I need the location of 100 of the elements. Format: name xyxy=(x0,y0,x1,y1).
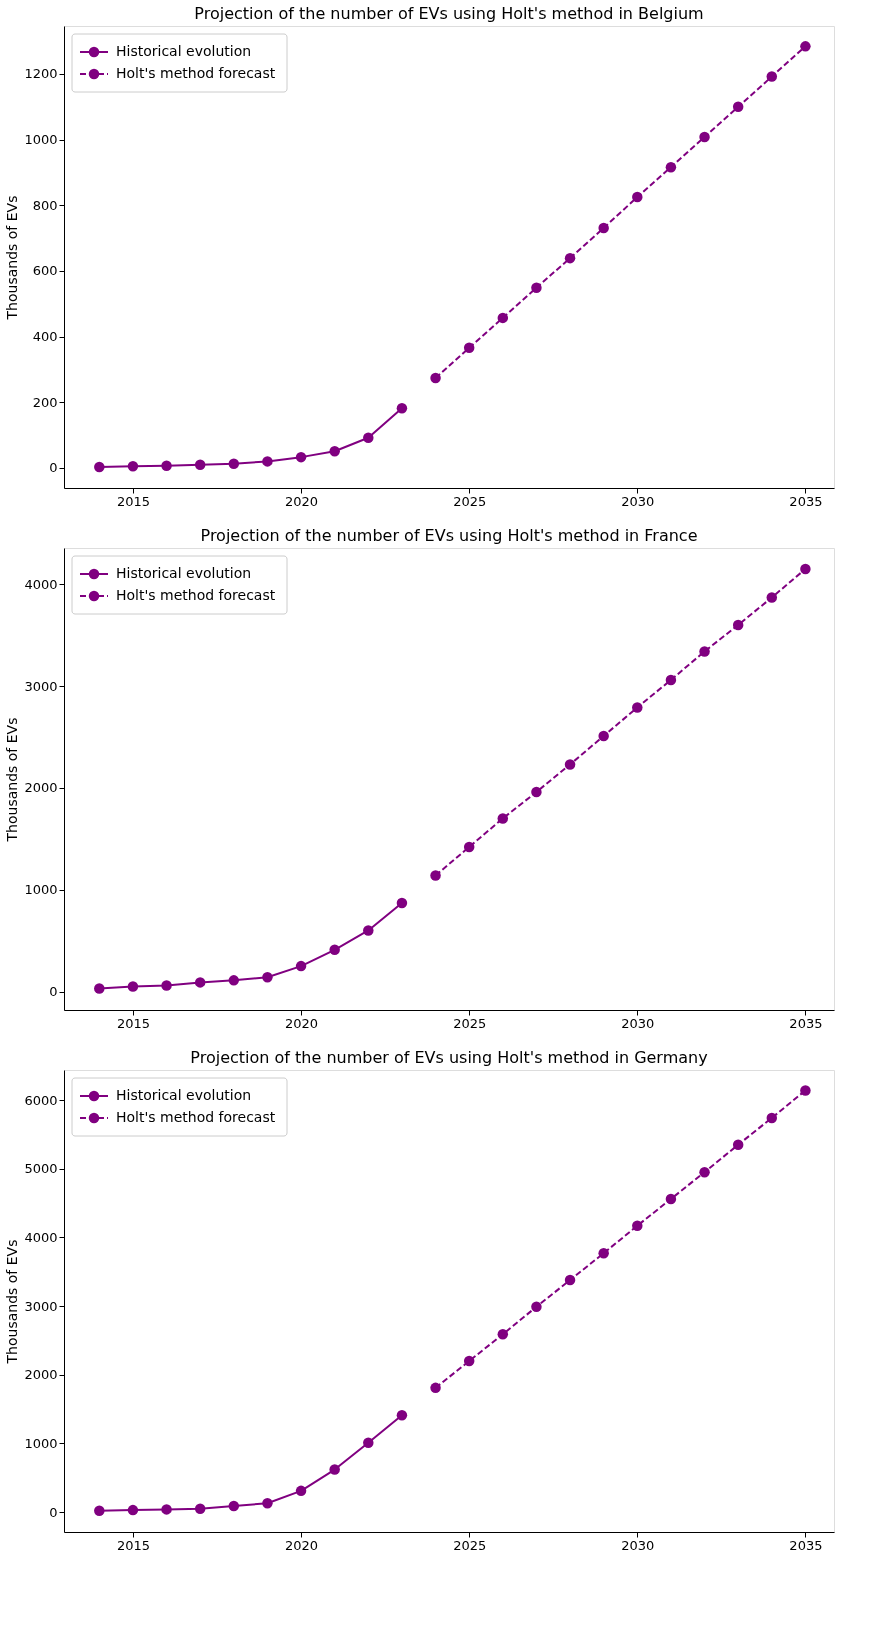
point xyxy=(632,1220,643,1231)
point xyxy=(363,432,374,443)
point xyxy=(329,1464,340,1475)
chart-title: Projection of the number of EVs using Holt's method in Germany xyxy=(190,1048,708,1067)
chart-title: Projection of the number of EVs using Holt's method in Belgium xyxy=(194,4,704,23)
y-tick-label: 200 xyxy=(32,394,58,410)
point xyxy=(194,459,206,470)
y-tick-label: 4000 xyxy=(24,1229,58,1245)
point xyxy=(699,1166,710,1178)
y-axis-title: Thousands of EVs xyxy=(4,1239,21,1365)
legend-label: Historical evolution xyxy=(116,1087,252,1103)
x-tick-label: 2020 xyxy=(285,1015,319,1031)
point xyxy=(732,101,744,113)
y-tick-label: 2000 xyxy=(24,780,58,796)
point xyxy=(262,972,273,983)
y-tick-label: 2000 xyxy=(24,1367,58,1383)
point xyxy=(396,1410,408,1421)
y-tick-label: 1000 xyxy=(24,132,58,148)
point xyxy=(732,1139,744,1150)
x-tick-label: 2020 xyxy=(285,1537,319,1553)
point xyxy=(800,41,811,52)
legend-label: Historical evolution xyxy=(116,43,252,59)
point xyxy=(161,980,172,991)
legend-label: Historical evolution xyxy=(116,565,252,581)
point xyxy=(800,1085,811,1096)
x-tick-label: 2020 xyxy=(285,493,319,509)
y-tick-label: 0 xyxy=(49,1504,58,1520)
point xyxy=(665,161,677,173)
y-tick-label: 1000 xyxy=(24,882,58,898)
point xyxy=(127,461,139,472)
point xyxy=(463,841,475,853)
point xyxy=(430,1382,441,1394)
point xyxy=(363,925,374,936)
point xyxy=(531,282,542,293)
point xyxy=(699,131,710,143)
point xyxy=(531,786,542,798)
x-tick-label: 2035 xyxy=(789,493,823,509)
legend-label: Holt's method forecast xyxy=(116,1109,276,1125)
x-tick-label: 2025 xyxy=(453,1537,487,1553)
point xyxy=(262,1497,273,1509)
point xyxy=(396,402,408,414)
y-tick-label: 3000 xyxy=(24,678,58,694)
point xyxy=(94,461,105,473)
point xyxy=(295,451,307,463)
point xyxy=(665,674,677,686)
legend-label: Holt's method forecast xyxy=(116,65,276,81)
point xyxy=(127,1504,139,1516)
point xyxy=(329,445,340,457)
point xyxy=(161,460,172,471)
point xyxy=(262,456,273,467)
point xyxy=(295,1485,307,1497)
point xyxy=(295,960,307,972)
y-tick-label: 0 xyxy=(49,460,58,476)
point xyxy=(463,1355,475,1367)
y-tick-label: 4000 xyxy=(24,576,58,592)
y-tick-label: 1000 xyxy=(24,1435,58,1451)
point xyxy=(396,897,408,909)
y-tick-label: 0 xyxy=(49,984,58,1000)
point xyxy=(766,592,778,603)
y-tick-label: 5000 xyxy=(24,1161,58,1177)
x-tick-label: 2035 xyxy=(789,1537,823,1553)
x-tick-label: 2015 xyxy=(116,493,150,509)
point xyxy=(94,983,105,994)
y-axis-title: Thousands of EVs xyxy=(4,195,21,321)
point xyxy=(228,975,240,986)
point xyxy=(161,1504,172,1515)
x-tick-label: 2035 xyxy=(789,1015,823,1031)
point xyxy=(329,944,340,956)
point xyxy=(463,342,475,354)
point xyxy=(766,1112,778,1124)
point xyxy=(531,1301,542,1313)
y-tick-label: 1200 xyxy=(24,66,58,82)
point xyxy=(766,71,778,82)
point xyxy=(598,730,609,742)
point xyxy=(430,372,441,384)
y-tick-label: 6000 xyxy=(24,1092,58,1108)
point xyxy=(228,458,240,469)
point xyxy=(194,977,206,988)
point xyxy=(497,813,509,824)
x-tick-label: 2025 xyxy=(453,1015,487,1031)
point xyxy=(194,1503,206,1514)
point xyxy=(598,1248,609,1259)
point xyxy=(632,191,643,203)
point xyxy=(363,1437,374,1449)
y-axis-title: Thousands of EVs xyxy=(4,717,21,843)
x-tick-label: 2030 xyxy=(621,493,655,509)
point xyxy=(564,1274,576,1286)
point xyxy=(94,1505,105,1517)
y-tick-label: 800 xyxy=(32,197,58,213)
point xyxy=(497,1329,509,1340)
point xyxy=(127,981,139,992)
chart-title: Projection of the number of EVs using Holt's method in France xyxy=(200,526,698,545)
point xyxy=(564,759,576,770)
point xyxy=(665,1193,677,1205)
y-tick-label: 400 xyxy=(32,329,58,345)
y-tick-label: 3000 xyxy=(24,1298,58,1314)
point xyxy=(228,1500,240,1512)
point xyxy=(800,563,811,575)
point xyxy=(430,870,441,881)
point xyxy=(732,619,744,631)
